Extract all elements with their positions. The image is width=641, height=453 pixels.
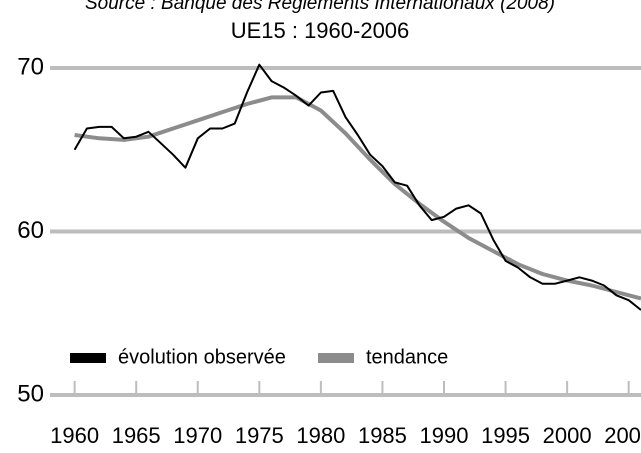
x-tick-label: 2000: [543, 423, 592, 448]
x-tick-label: 1965: [112, 423, 161, 448]
legend-label: évolution observée: [118, 346, 286, 368]
legend-label: tendance: [366, 346, 448, 368]
y-tick-label: 60: [17, 217, 44, 244]
y-tick-label: 50: [17, 380, 44, 407]
legend-swatch: [318, 353, 354, 363]
x-tick-label: 1980: [296, 423, 345, 448]
chart-subtitle: Source : Banque des Règlements Internati…: [85, 0, 555, 14]
x-tick-label: 1960: [50, 423, 99, 448]
x-tick-label: 1985: [358, 423, 407, 448]
x-tick-label: 2005: [604, 423, 641, 448]
x-tick-label: 1975: [235, 423, 284, 448]
x-tick-label: 1970: [173, 423, 222, 448]
chart-title: UE15 : 1960-2006: [231, 18, 410, 43]
x-tick-label: 1995: [481, 423, 530, 448]
legend-swatch: [70, 353, 106, 363]
y-tick-label: 70: [17, 53, 44, 80]
data-line: [73, 63, 641, 311]
data-line: [74, 95, 641, 301]
x-tick-label: 1990: [420, 423, 469, 448]
